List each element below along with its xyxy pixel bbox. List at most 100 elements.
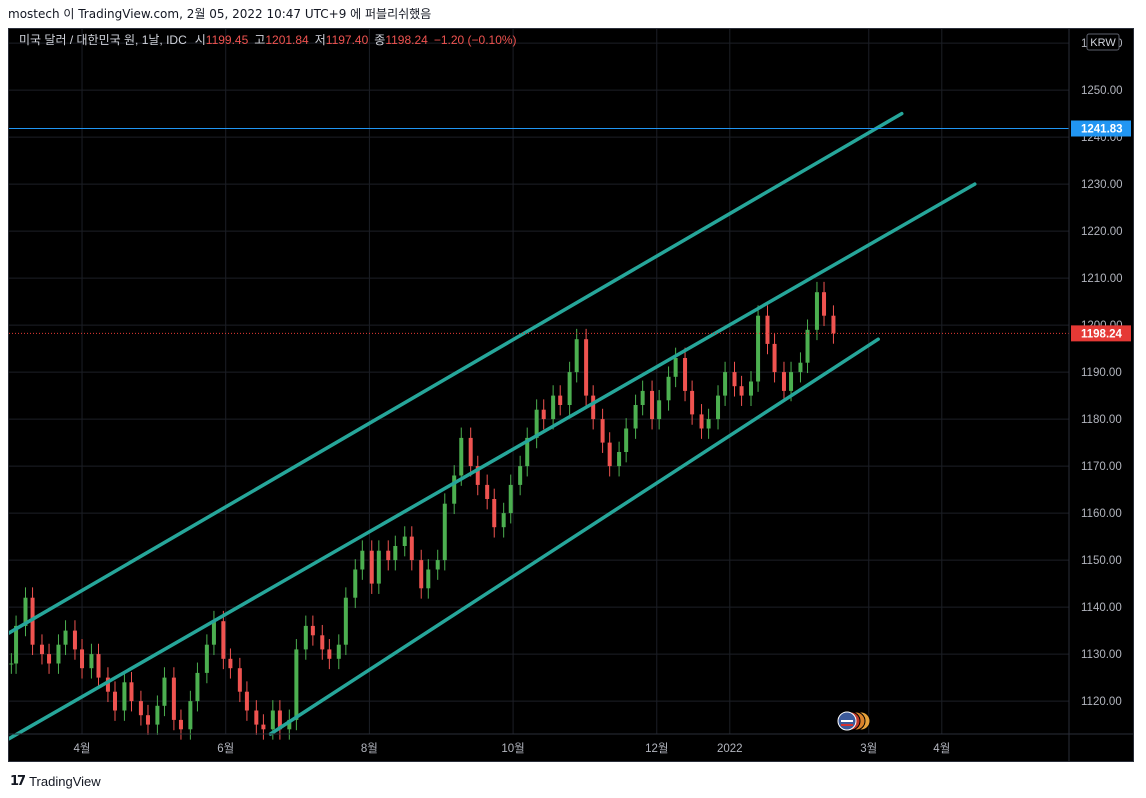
candle-body bbox=[369, 550, 374, 584]
currency-button-frame[interactable] bbox=[1086, 33, 1120, 51]
publish-caption: mostech 이 TradingView.com, 2월 05, 2022 1… bbox=[8, 7, 432, 21]
candle-body bbox=[591, 395, 596, 420]
candle-body bbox=[452, 475, 457, 504]
candle-body bbox=[327, 649, 332, 659]
time-tick-label: 2022 bbox=[717, 743, 743, 755]
candle-body bbox=[683, 358, 688, 391]
candle-body bbox=[145, 715, 150, 725]
candle-body bbox=[23, 597, 28, 626]
currency-button[interactable]: KRW bbox=[1086, 33, 1120, 51]
candle-body bbox=[402, 536, 407, 546]
candle-body bbox=[624, 428, 629, 452]
price-tick-label: 1210.00 bbox=[1081, 273, 1123, 285]
candle-body bbox=[551, 395, 556, 420]
legend-label: 저 bbox=[315, 33, 326, 47]
flag-stripe bbox=[841, 720, 853, 722]
candle-body bbox=[9, 663, 14, 665]
candle-body bbox=[534, 409, 539, 438]
candle-body bbox=[162, 677, 167, 706]
candle-body bbox=[237, 668, 242, 692]
candle-body bbox=[756, 315, 761, 382]
grid-lines bbox=[9, 29, 1069, 734]
economic-events-icon[interactable] bbox=[837, 711, 871, 731]
candle-body bbox=[195, 672, 200, 702]
tradingview-logo[interactable]: 17 TradingView bbox=[10, 771, 101, 791]
candle-body bbox=[501, 513, 506, 528]
candle-body bbox=[72, 630, 77, 650]
candle-body bbox=[47, 654, 52, 664]
candle-body bbox=[294, 649, 299, 720]
price-axis[interactable]: 1260.001250.001240.001230.001220.001210.… bbox=[1068, 29, 1133, 761]
candle-body bbox=[39, 644, 44, 655]
legend-value: 1199.45 bbox=[206, 33, 249, 47]
candle-body bbox=[657, 400, 662, 420]
candle-body bbox=[723, 372, 728, 396]
candle-body bbox=[814, 292, 819, 330]
channel-line-middle bbox=[7, 182, 977, 741]
channel-lines[interactable] bbox=[7, 111, 977, 741]
candle-body bbox=[310, 625, 315, 636]
footer: 17 TradingView bbox=[0, 763, 1146, 798]
candle-body bbox=[89, 654, 94, 669]
candle-body bbox=[320, 635, 325, 650]
candle-body bbox=[63, 630, 68, 645]
candle-body bbox=[607, 442, 612, 467]
candle-body bbox=[822, 292, 827, 316]
candle-body bbox=[96, 654, 101, 678]
candle-body bbox=[228, 658, 233, 669]
price-chart[interactable]: 1260.001250.001240.001230.001220.001210.… bbox=[7, 29, 1133, 761]
candle-body bbox=[204, 644, 209, 673]
candle-body bbox=[442, 503, 447, 561]
candle-body bbox=[14, 625, 19, 664]
candle-body bbox=[336, 644, 341, 659]
candle-body bbox=[426, 569, 431, 589]
horizontal-line-label: 1241.83 bbox=[1081, 123, 1123, 135]
candle-body bbox=[409, 536, 414, 561]
candle-body bbox=[650, 390, 655, 420]
time-tick-label: 8월 bbox=[361, 742, 378, 755]
price-tick-label: 1250.00 bbox=[1081, 85, 1123, 97]
candle-body bbox=[690, 390, 695, 415]
candle-body bbox=[732, 372, 737, 387]
candle-body bbox=[673, 358, 678, 377]
candle-body bbox=[80, 649, 85, 669]
candle-body bbox=[574, 339, 579, 373]
legend-symbol: 미국 달러 / 대한민국 원, 1날, IDC bbox=[19, 33, 187, 47]
price-tick-label: 1120.00 bbox=[1081, 696, 1122, 708]
candle-body bbox=[386, 550, 391, 561]
time-tick-label: 4월 bbox=[74, 742, 91, 755]
candle-body bbox=[171, 677, 176, 720]
candle-body bbox=[749, 381, 753, 396]
candle-body bbox=[541, 409, 546, 420]
tradingview-logo-icon: 17 bbox=[10, 773, 26, 789]
candle-body bbox=[113, 691, 117, 711]
price-tick-label: 1180.00 bbox=[1081, 414, 1122, 426]
chart-pane[interactable]: 1260.001250.001240.001230.001220.001210.… bbox=[7, 28, 1134, 762]
candle-body bbox=[261, 724, 266, 730]
candle-body bbox=[360, 550, 365, 570]
time-axis[interactable]: 4월 6월 8월 10월 12월 2022 3월 4월 bbox=[9, 733, 1133, 755]
currency-label[interactable]: KRW bbox=[1090, 37, 1116, 49]
legend-value: 1198.24 bbox=[385, 33, 428, 47]
candle-body bbox=[558, 395, 563, 405]
candle-body bbox=[633, 405, 638, 429]
candle-body bbox=[277, 710, 282, 730]
candle-body bbox=[129, 682, 134, 702]
candle-body bbox=[798, 362, 803, 373]
candle-body bbox=[699, 414, 704, 429]
publish-caption-bar: mostech 이 TradingView.com, 2월 05, 2022 1… bbox=[0, 0, 1146, 28]
price-tick-label: 1130.00 bbox=[1081, 649, 1122, 661]
tradingview-brand: TradingView bbox=[29, 773, 101, 789]
candle-body bbox=[303, 625, 308, 650]
candle-body bbox=[435, 560, 440, 570]
candle-body bbox=[105, 677, 110, 692]
candle-body bbox=[716, 395, 721, 420]
candle-body bbox=[772, 343, 777, 373]
candle-body bbox=[188, 701, 193, 730]
candle-body bbox=[178, 719, 183, 730]
candle-body bbox=[155, 705, 160, 725]
legend-change: −1.20 (−0.10%) bbox=[434, 33, 517, 47]
channel-line-lower bbox=[268, 337, 880, 736]
candle-body bbox=[393, 546, 398, 561]
candle-body bbox=[353, 569, 358, 598]
